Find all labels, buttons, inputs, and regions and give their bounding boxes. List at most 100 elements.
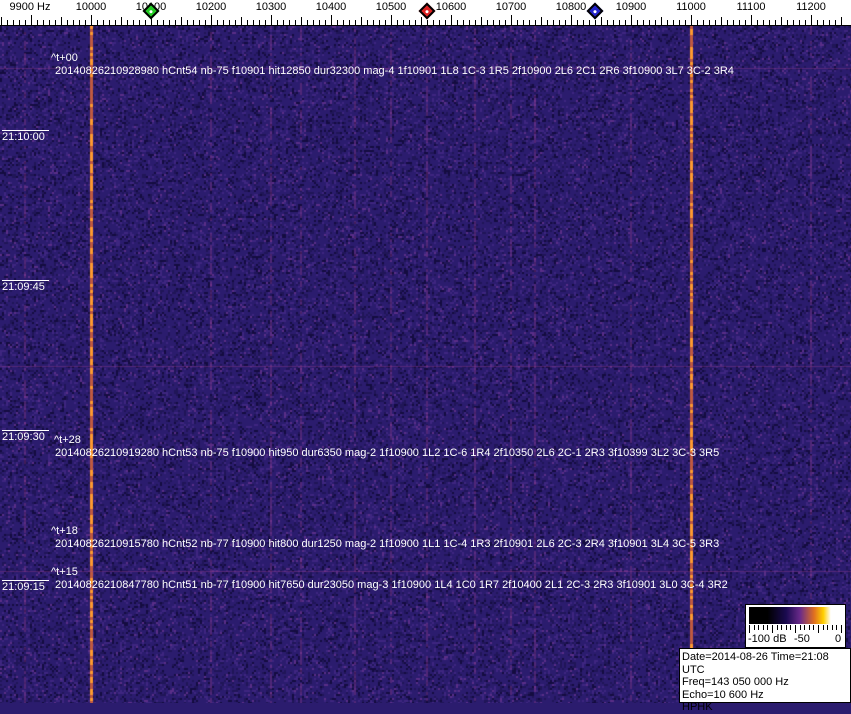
axis-tick [25,20,26,25]
scale-tick [772,625,773,633]
axis-tick [637,20,638,25]
axis-tick [397,20,398,25]
axis-tick [679,20,680,25]
axis-tick [337,20,338,25]
date-time: Date=2014-08-26 Time=21:08 UTC [682,651,829,676]
axis-tick [565,20,566,25]
axis-tick [739,20,740,25]
axis-tick [229,20,230,25]
axis-tick [607,20,608,25]
axis-tick [499,20,500,25]
scale-tick [799,625,801,630]
time-label: 21:09:30 [2,430,49,444]
axis-tick [715,20,716,25]
detection-line: 20140826210928980 hCnt54 nb-75 f10901 hi… [55,65,734,77]
axis-tick [235,20,236,25]
axis-tick [475,20,476,25]
freq-label: 10500 [375,1,407,13]
echo-frequency: Echo=10 600 Hz [682,688,764,701]
detection-line: 20140826210919280 hCnt53 nb-75 f10900 hi… [55,447,720,459]
axis-tick [631,15,632,25]
axis-tick [85,20,86,25]
freq-label: 11000 [676,1,706,13]
axis-tick [805,20,806,25]
axis-tick [277,20,278,25]
axis-tick [37,20,38,25]
axis-tick [835,20,836,25]
axis-tick [319,20,320,25]
axis-tick [115,20,116,25]
axis-tick [181,17,182,25]
scale-tick [790,625,792,630]
axis-tick [751,15,752,25]
scale-tick [836,625,838,630]
axis-tick [655,20,656,25]
axis-tick [787,20,788,25]
axis-tick [355,20,356,25]
color-scale-legend: -100 dB -50 0 [745,604,846,648]
axis-tick [373,20,374,25]
axis-tick [73,20,74,25]
axis-tick [661,17,662,25]
axis-tick [463,20,464,25]
scale-label-min: -100 dB [748,633,787,645]
axis-tick [415,20,416,25]
axis-tick [493,20,494,25]
axis-tick [457,20,458,25]
axis-tick [769,20,770,25]
waterfall-spectrogram[interactable] [0,26,851,703]
detection-offset: ^t+00 [51,52,78,64]
axis-tick [127,20,128,25]
scale-tick [808,625,810,630]
axis-tick [799,20,800,25]
axis-tick [823,20,824,25]
freq-label: 10400 [315,1,347,13]
axis-tick [709,20,710,25]
axis-tick [313,20,314,25]
axis-tick [553,20,554,25]
detection-line: 20140826210847780 hCnt51 nb-77 f10900 hi… [55,579,728,591]
info-panel: Date=2014-08-26 Time=21:08 UTC Freq=143 … [679,648,851,713]
axis-tick [433,20,434,25]
axis-tick [295,20,296,25]
axis-tick [241,17,242,25]
axis-tick [445,20,446,25]
axis-tick [7,20,8,25]
axis-tick [619,20,620,25]
axis-tick [169,20,170,25]
axis-tick [265,20,266,25]
axis-tick [163,20,164,25]
axis-tick [577,20,578,25]
scale-tick [841,625,842,633]
axis-tick [589,20,590,25]
freq-label: 10000 [75,1,107,13]
axis-tick [325,20,326,25]
axis-tick [625,20,626,25]
axis-unit-label: 9900 Hz [9,1,51,13]
scale-tick [776,625,778,630]
axis-tick [817,20,818,25]
axis-tick [217,20,218,25]
axis-tick [307,20,308,25]
axis-tick [49,20,50,25]
axis-tick [541,17,542,25]
frequency-axis[interactable]: 9900 Hz 10000101001020010300104001050010… [0,0,851,26]
axis-tick [733,20,734,25]
freq-label: 11100 [736,1,766,13]
axis-tick [301,17,302,25]
axis-tick [199,20,200,25]
axis-tick [697,20,698,25]
scale-tick [813,625,815,630]
scale-label-mid: -50 [794,633,810,645]
axis-tick [79,20,80,25]
axis-tick [43,20,44,25]
axis-tick [829,20,830,25]
axis-tick [259,20,260,25]
freq-label: 10800 [555,1,587,13]
axis-tick [31,15,32,25]
axis-tick [151,15,152,25]
axis-tick [721,17,722,25]
axis-tick [793,20,794,25]
freq-label: 10900 [615,1,647,13]
axis-tick [271,15,272,25]
